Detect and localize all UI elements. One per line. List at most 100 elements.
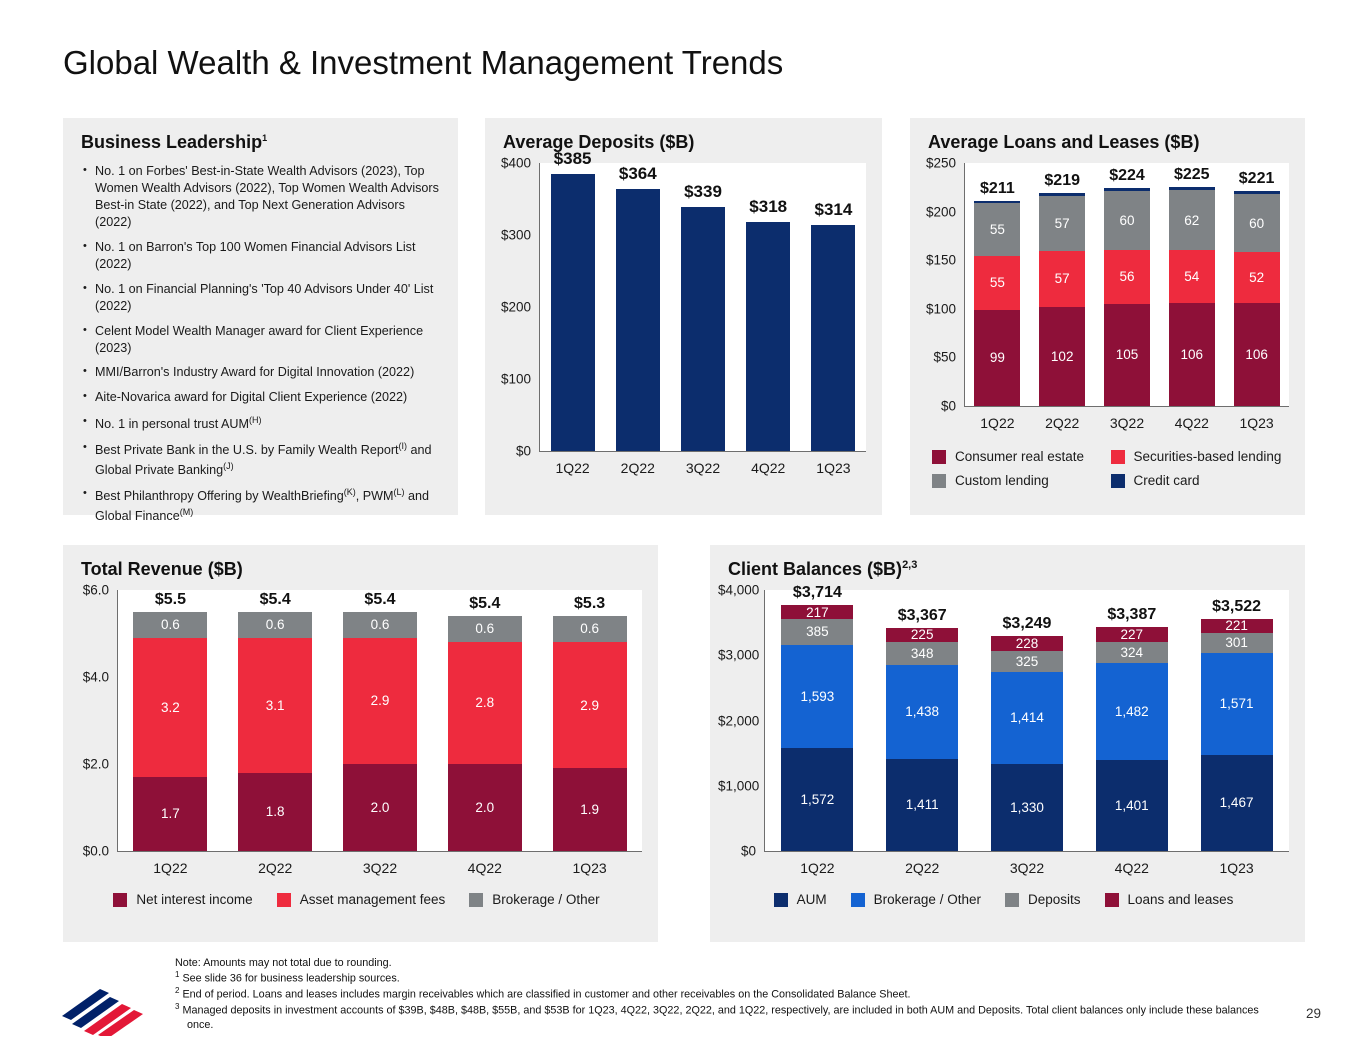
bar-segment: 2.9: [342, 637, 417, 764]
bar-slot: $3,714 217 385 1,593 1,572: [765, 584, 870, 851]
bar-slot: $5.5 0.6 3.2 1.7: [118, 590, 223, 851]
segment-value-label: 225: [910, 627, 934, 643]
bar-slot: $5.4 0.6 2.8 2.0: [432, 590, 537, 851]
bullet-item: Best Private Bank in the U.S. by Family …: [83, 440, 444, 479]
x-axis-label: 4Q22: [1114, 860, 1149, 876]
y-axis-tick: $200: [500, 299, 531, 315]
x-axis-label: 4Q22: [467, 860, 502, 876]
avg-loans-heading: Average Loans and Leases ($B): [928, 132, 1200, 152]
total-revenue-chart: $6.0 $4.0 $2.0 $0.0 $5.5 0.6 3.2 1.7 $5.4 0.6 3.1 1…: [71, 583, 642, 907]
y-axis-tick: $6.0: [82, 582, 109, 598]
bar-slot: $385: [540, 149, 605, 451]
bar-slot: $5.4 0.6 2.9 2.0: [328, 590, 433, 851]
legend-label: Loans and leases: [1127, 892, 1234, 907]
bar-segment: 1,467: [1200, 755, 1273, 851]
segment-value-label: 2.0: [475, 799, 495, 815]
chart-row: $6.0 $4.0 $2.0 $0.0 $5.5 0.6 3.2 1.7 $5.4 0.6 3.1 1…: [71, 583, 642, 859]
y-axis-tick: $150: [925, 252, 956, 268]
segment-value-label: 0.6: [265, 617, 285, 633]
page-number: 29: [1305, 1006, 1321, 1021]
legend-swatch: [932, 449, 946, 464]
x-axis: 1Q22 2Q22 3Q22 4Q22 1Q23: [718, 860, 1289, 876]
segment-value-label: 1.7: [161, 806, 180, 822]
y-axis: $250 $200 $150 $100 $50 $0: [918, 156, 964, 414]
segment-value-label: 3.1: [265, 697, 285, 713]
bar-slot: $219 57 57 102: [1030, 163, 1095, 406]
avg-deposits-chart: $400 $300 $200 $100 $0 $385 $364 $339 $318 $314 1Q…: [493, 149, 866, 476]
bar-segment: 228: [990, 635, 1063, 651]
segment-value-label: 1,438: [905, 704, 940, 720]
bar-segment: 2.0: [447, 764, 522, 851]
segment-value-label: 1,482: [1114, 703, 1149, 719]
bar-segment: 385: [781, 619, 854, 645]
bar-segment: 0.6: [447, 616, 522, 643]
bar-total-label: $5.3: [574, 595, 606, 613]
bar-segment: 54: [1168, 250, 1215, 303]
segment-value-label: 57: [1054, 216, 1070, 232]
x-axis-label: 3Q22: [1009, 860, 1045, 876]
bar-total-label: $3,387: [1107, 605, 1157, 623]
bar: [811, 224, 856, 451]
bar-slot: $339: [670, 163, 735, 451]
y-axis-tick: $0: [740, 843, 756, 859]
legend-swatch: [932, 473, 946, 488]
bullet-item: Best Philanthropy Offering by WealthBrie…: [83, 486, 444, 525]
legend-item: Credit card: [1110, 473, 1290, 488]
footnotes: Note: Amounts may not total due to round…: [175, 956, 1280, 1032]
segment-value-label: 105: [1115, 347, 1139, 363]
legend-swatch: [1004, 892, 1019, 907]
bar-segment: 99: [974, 309, 1021, 406]
segment-value-label: 2.9: [370, 693, 390, 709]
legend-label: Brokerage / Other: [873, 892, 981, 907]
y-axis: $400 $300 $200 $100 $0: [493, 156, 539, 459]
x-axis-label: 2Q22: [905, 860, 940, 876]
bar-slot: $224 60 56 105: [1095, 163, 1160, 406]
bar-segment: 0.6: [238, 611, 313, 638]
bullet-item: Aite-Novarica award for Digital Client E…: [83, 389, 444, 406]
bar-segment: 325: [990, 650, 1063, 672]
segment-value-label: 221: [1225, 618, 1248, 634]
legend-item: Brokerage / Other: [850, 892, 981, 907]
y-axis-tick: $1,000: [718, 778, 760, 794]
chart-row: $250 $200 $150 $100 $50 $0 $211 55 55 99 $219 57 57 1…: [918, 156, 1289, 414]
x-axis-label: 1Q23: [816, 460, 851, 476]
bar-segment: 301: [1200, 633, 1273, 653]
bullet-item: Celent Model Wealth Manager award for Cl…: [83, 323, 444, 357]
bar-total-label: $211: [980, 179, 1015, 197]
segment-value-label: 0.6: [161, 617, 180, 633]
segment-value-label: 55: [989, 221, 1005, 237]
bar-segment: 1,438: [886, 665, 959, 759]
chart-row: $4,000 $3,000 $2,000 $1,000 $0 $3,714 217 385 1,…: [718, 583, 1289, 859]
bar-total-label: $3,249: [1002, 614, 1052, 632]
y-axis-tick: $250: [925, 155, 956, 171]
legend-label: Deposits: [1027, 892, 1081, 907]
legend-label: Asset management fees: [299, 892, 446, 907]
avg-loans-chart: $250 $200 $150 $100 $50 $0 $211 55 55 99 $219 57 57 1…: [918, 156, 1290, 488]
legend-swatch: [773, 892, 788, 907]
bar-slot: $364: [605, 163, 670, 451]
bar-segment: 1,411: [886, 758, 959, 851]
bar-slot: $318: [736, 163, 801, 451]
footnote: 2 End of period. Loans and leases includ…: [175, 986, 911, 1001]
bars: $5.5 0.6 3.2 1.7 $5.4 0.6 3.1 1.8 $5.4 0.6 2.9 2.0 $…: [118, 590, 642, 851]
segment-value-label: 301: [1225, 635, 1248, 651]
legend-label: Credit card: [1133, 473, 1200, 488]
bar-total-label: $225: [1173, 166, 1210, 184]
x-axis: 1Q22 2Q22 3Q22 4Q22 1Q23: [71, 860, 642, 876]
business-leadership-heading-text: Business Leadership: [81, 132, 263, 152]
bar-slot: $3,387 227 324 1,482 1,401: [1079, 590, 1184, 851]
bar: [615, 188, 660, 451]
y-axis-tick: $400: [500, 155, 531, 171]
segment-value-label: 1.9: [580, 801, 599, 817]
business-leadership-list: No. 1 on Forbes' Best-in-State Wealth Ad…: [63, 163, 458, 525]
y-axis-tick: $100: [500, 371, 531, 387]
bullet-item: No. 1 on Forbes' Best-in-State Wealth Ad…: [83, 163, 444, 232]
bar-segment: 1,401: [1095, 759, 1168, 851]
segment-value-label: 60: [1249, 215, 1265, 231]
bar-segment: 106: [1233, 302, 1280, 406]
segment-value-label: 227: [1120, 626, 1144, 642]
x-axis-label: 3Q22: [362, 860, 398, 876]
bar-segment: 56: [1103, 249, 1150, 304]
bar-total-label: $364: [618, 163, 657, 183]
